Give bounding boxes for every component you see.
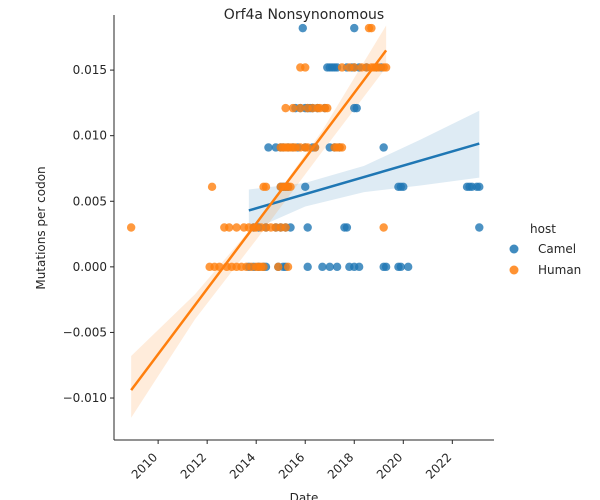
human-point xyxy=(259,262,268,272)
camel-point xyxy=(381,262,391,272)
x-tick-label: 2020 xyxy=(374,450,405,481)
x-tick-label: 2018 xyxy=(325,450,356,481)
y-tick-label: 0.005 xyxy=(73,194,107,208)
human-point xyxy=(207,182,217,192)
human-point xyxy=(379,223,388,232)
human-point xyxy=(283,262,293,272)
y-tick-label: −0.005 xyxy=(63,325,107,339)
y-ticks: −0.010 −0.005 0.000 0.005 0.010 0.015 xyxy=(63,63,114,405)
x-tick-label: 2016 xyxy=(276,450,307,481)
human-point xyxy=(261,182,271,192)
camel-point xyxy=(332,262,342,272)
legend: host Camel Human xyxy=(509,222,581,277)
human-point xyxy=(323,103,332,113)
human-point xyxy=(301,63,310,72)
legend-marker-human xyxy=(509,265,519,275)
camel-point xyxy=(475,182,484,192)
human-point xyxy=(288,103,298,113)
camel-point xyxy=(396,262,406,272)
scatter-points xyxy=(126,23,484,272)
x-tick-label: 2022 xyxy=(423,450,454,481)
confidence-bands xyxy=(131,25,480,418)
chart-title: Orf4a Nonsynonomous xyxy=(224,7,384,23)
y-tick-label: −0.010 xyxy=(63,391,107,405)
camel-point xyxy=(264,143,273,152)
human-point xyxy=(381,63,391,72)
camel-point xyxy=(303,223,312,232)
regression-lines xyxy=(130,49,480,391)
legend-title: host xyxy=(530,222,556,236)
x-tick-label: 2014 xyxy=(227,450,258,481)
human-point xyxy=(281,103,290,113)
human-point xyxy=(303,143,312,152)
y-tick-label: 0.015 xyxy=(73,63,107,77)
legend-label-human: Human xyxy=(538,263,581,277)
legend-marker-camel xyxy=(509,244,519,254)
y-tick-label: 0.010 xyxy=(73,129,107,143)
y-tick-label: 0.000 xyxy=(73,260,107,274)
camel-point xyxy=(301,182,310,192)
x-tick-label: 2010 xyxy=(129,450,160,481)
camel-point xyxy=(318,262,327,272)
x-tick-label: 2012 xyxy=(178,450,209,481)
camel-point xyxy=(475,223,484,232)
camel-point xyxy=(379,143,388,152)
camel-point xyxy=(403,262,413,272)
human-regression-line xyxy=(130,49,388,391)
camel-point xyxy=(303,262,312,272)
human-point xyxy=(296,103,305,113)
camel-point xyxy=(350,23,359,33)
camel-point xyxy=(325,262,334,272)
camel-point xyxy=(342,223,352,232)
x-axis-label: Date xyxy=(290,491,319,500)
human-point xyxy=(281,223,290,232)
human-point xyxy=(367,23,376,33)
y-axis-label: Mutations per codon xyxy=(34,166,48,289)
human-point xyxy=(232,223,241,232)
human-point xyxy=(286,182,295,192)
human-point xyxy=(337,63,347,72)
human-point xyxy=(350,63,359,72)
camel-regression-line xyxy=(248,142,480,212)
camel-point xyxy=(399,182,408,192)
human-point xyxy=(274,262,283,272)
legend-label-camel: Camel xyxy=(538,242,576,256)
camel-point xyxy=(354,262,364,272)
human-point xyxy=(126,223,136,232)
human-point xyxy=(225,223,234,232)
camel-point xyxy=(298,23,307,33)
camel-confidence-band xyxy=(248,110,480,232)
human-point xyxy=(337,143,347,152)
camel-point xyxy=(352,103,361,113)
x-ticks: 2010 2012 2014 2016 2018 2020 2022 xyxy=(129,440,454,482)
